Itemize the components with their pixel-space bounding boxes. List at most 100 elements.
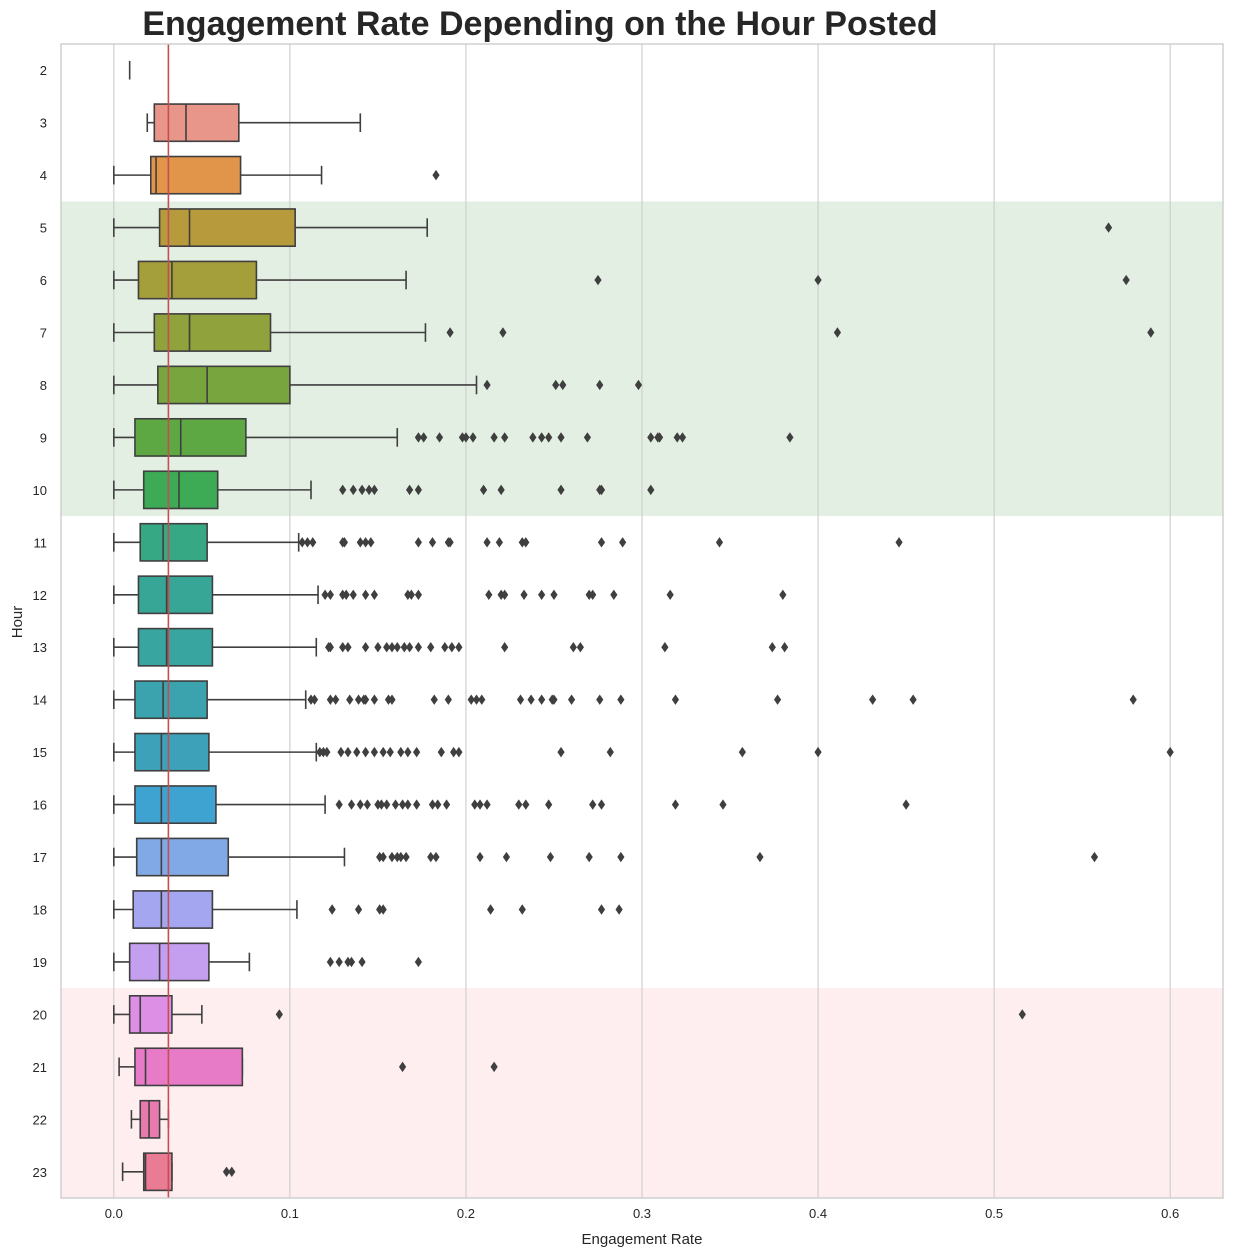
outlier-point: [353, 746, 361, 758]
y-tick-label: 6: [40, 273, 47, 288]
outlier-point: [786, 432, 794, 443]
outlier-point: [546, 851, 555, 863]
box-hour-18: [113, 890, 623, 929]
y-tick-label: 19: [33, 955, 47, 970]
outlier-point: [379, 851, 387, 863]
outlier-point: [781, 642, 789, 653]
outlier-point: [569, 642, 577, 653]
outlier-point: [768, 642, 776, 653]
outlier-point: [434, 799, 442, 810]
box-body: [134, 417, 247, 457]
outlier-point: [321, 589, 329, 600]
y-tick-label: 16: [33, 798, 47, 813]
outlier-point: [309, 537, 317, 548]
outlier-point: [478, 694, 486, 705]
outlier-point: [597, 799, 606, 810]
y-tick-label: 5: [40, 221, 47, 236]
box-hour-16: [113, 785, 910, 825]
outlier-point: [344, 642, 352, 653]
outlier-point: [610, 589, 618, 600]
box-body: [149, 155, 242, 195]
outlier-point: [594, 274, 602, 286]
outlier-point: [386, 746, 394, 758]
box-body: [134, 785, 217, 825]
outlier-point: [388, 851, 396, 863]
y-tick-label: 15: [33, 745, 47, 760]
outlier-point: [647, 484, 655, 496]
outlier-point: [661, 642, 669, 653]
outlier-point: [596, 694, 604, 705]
x-axis-label: Engagement Rate: [582, 1231, 703, 1248]
y-tick-label: 4: [40, 168, 47, 183]
outlier-point: [1122, 274, 1130, 286]
box-hour-12: [113, 575, 787, 615]
y-tick-label: 22: [33, 1112, 47, 1127]
outlier-point: [479, 484, 488, 496]
outlier-point: [414, 432, 423, 443]
outlier-point: [335, 956, 343, 968]
outlier-point: [779, 589, 787, 600]
axis-ticks: 0.0 0.1 0.2 0.3 0.4 0.5 0.62345678910111213141…: [33, 63, 1180, 1221]
outlier-point: [673, 432, 681, 443]
outlier-point: [448, 642, 456, 653]
box-body: [137, 575, 214, 615]
outlier-point: [428, 537, 437, 548]
outlier-point: [1147, 327, 1155, 338]
outlier-point: [404, 799, 412, 810]
y-tick-label: 13: [33, 640, 47, 655]
outlier-point: [446, 327, 454, 338]
outlier-point: [361, 589, 370, 600]
outlier-point: [869, 694, 877, 705]
outlier-point: [361, 746, 370, 758]
outlier-point: [444, 694, 452, 705]
box-hour-23: [121, 1152, 236, 1192]
outlier-point: [486, 904, 495, 915]
outlier-point: [485, 589, 493, 600]
outlier-point: [499, 327, 507, 338]
outlier-point: [671, 694, 680, 705]
outlier-point: [585, 851, 593, 863]
y-tick-label: 10: [33, 483, 47, 498]
outlier-point: [347, 956, 356, 968]
outlier-point: [323, 746, 331, 758]
outlier-point: [222, 1166, 231, 1177]
outlier-point: [367, 537, 375, 548]
outlier-point: [349, 484, 357, 496]
outlier-point: [483, 799, 491, 810]
outlier-point: [814, 746, 822, 758]
outlier-point: [435, 432, 444, 443]
outlier-point: [597, 537, 606, 548]
outlier-point: [1104, 222, 1113, 233]
box-hour-4: [113, 155, 440, 195]
box-hour-13: [113, 627, 789, 667]
y-tick-label: 23: [33, 1165, 47, 1180]
outlier-point: [567, 694, 576, 705]
outlier-point: [773, 694, 782, 705]
outlier-point: [502, 851, 511, 863]
box-body: [153, 313, 272, 352]
outlier-point: [557, 484, 565, 496]
outlier-point: [413, 799, 421, 810]
outlier-point: [370, 589, 378, 600]
outlier-point: [420, 432, 428, 443]
outlier-point: [476, 799, 484, 810]
outlier-point: [228, 1166, 236, 1177]
outlier-point: [370, 484, 378, 496]
box-body: [134, 680, 208, 720]
outlier-point: [1129, 694, 1137, 705]
outlier-point: [455, 642, 463, 653]
box-hour-21: [118, 1047, 498, 1087]
outlier-point: [398, 1061, 407, 1073]
outlier-point: [398, 799, 407, 810]
outlier-point: [557, 432, 565, 443]
outlier-point: [414, 537, 423, 548]
outlier-point: [814, 274, 822, 286]
x-tick-label: 0.6: [1161, 1206, 1179, 1221]
plot-frame: [60, 43, 1224, 1199]
outlier-point: [634, 379, 643, 391]
y-tick-label: 2: [40, 63, 47, 78]
outlier-point: [379, 904, 387, 915]
outlier-point: [516, 694, 525, 705]
y-tick-label: 20: [33, 1007, 47, 1022]
